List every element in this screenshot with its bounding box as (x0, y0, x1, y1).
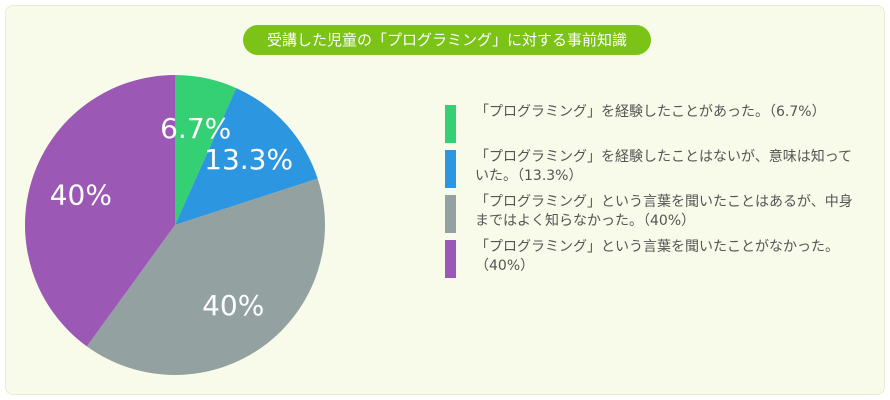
legend-item-2: 「プログラミング」を経験したことはないが、意味は知っていた。（13.3%） (445, 148, 865, 193)
legend-swatch-3 (445, 195, 456, 233)
legend-label-4: 「プログラミング」という言葉を聞いたことがなかった。（40%） (475, 239, 839, 274)
slice-label-1: 6.7% (160, 112, 231, 145)
pie-slice-1 (175, 75, 237, 225)
legend-item-4: 「プログラミング」という言葉を聞いたことがなかった。（40%） (445, 238, 865, 283)
legend-swatch-1 (445, 105, 456, 143)
legend-item-3: 「プログラミング」という言葉を聞いたことはあるが、中身まではよく知らなかった。（… (445, 193, 865, 238)
slice-label-4: 40% (50, 178, 112, 211)
legend-swatch-4 (445, 240, 456, 278)
legend-swatch-2 (445, 150, 456, 188)
legend-item-1: 「プログラミング」を経験したことがあった。（6.7%） (445, 103, 865, 148)
legend-label-3: 「プログラミング」という言葉を聞いたことはあるが、中身まではよく知らなかった。（… (475, 194, 853, 229)
pie-slice-2 (175, 88, 318, 226)
chart-title: 受講した児童の「プログラミング」に対する事前知識 (243, 25, 651, 55)
pie-slice-3 (86, 178, 325, 375)
legend: 「プログラミング」を経験したことがあった。（6.7%） 「プログラミング」を経験… (445, 103, 865, 283)
slice-label-3: 40% (202, 289, 264, 322)
legend-label-1: 「プログラミング」を経験したことがあった。（6.7%） (475, 104, 826, 120)
pie-slice-4 (25, 75, 176, 347)
slice-label-2: 13.3% (204, 143, 293, 176)
legend-label-2: 「プログラミング」を経験したことはないが、意味は知っていた。（13.3%） (475, 149, 853, 184)
